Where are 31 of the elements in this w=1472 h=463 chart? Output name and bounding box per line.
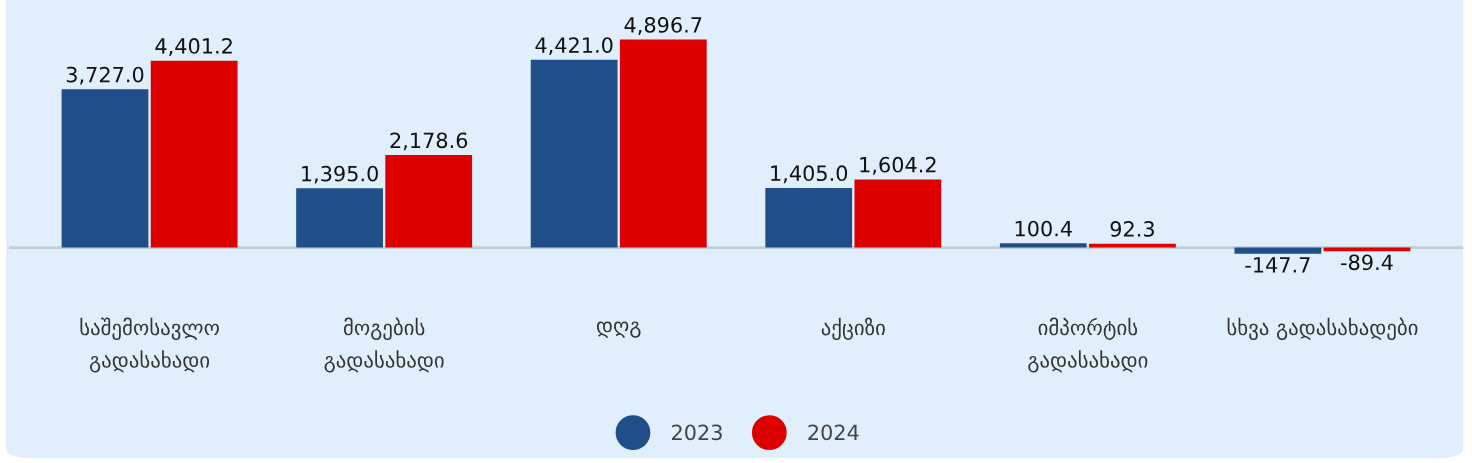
data-label: -89.4	[1341, 254, 1393, 271]
bar	[999, 243, 1087, 248]
data-label: 4,401.2	[155, 38, 232, 56]
legend-label: 2024	[808, 424, 859, 441]
data-label: 1,405.0	[771, 165, 848, 184]
data-label: 1,604.2	[860, 156, 936, 175]
bar	[854, 179, 942, 248]
bar	[619, 39, 707, 248]
bar	[150, 60, 238, 248]
x-tick-label: აქციზი	[821, 317, 885, 340]
x-tick-label: სხვა გადასახადები	[1227, 317, 1418, 340]
bar	[385, 155, 473, 248]
data-label: 4,421.0	[535, 37, 613, 56]
bar	[296, 188, 383, 248]
x-tick-label: დღგ	[596, 321, 641, 338]
data-label: -147.7	[1245, 257, 1310, 273]
data-label: 3,727.0	[66, 66, 144, 85]
bar	[1089, 243, 1176, 248]
x-tick-label: საშემოსავლო გადასახადი	[80, 317, 219, 373]
bar	[1234, 247, 1322, 254]
data-label: 100.4	[1015, 220, 1072, 237]
data-label: 2,178.6	[390, 132, 468, 151]
bar	[61, 89, 149, 248]
data-label: 92.3	[1110, 221, 1154, 237]
data-label: 1,395.0	[302, 165, 378, 184]
x-tick-label: მოგების გადასახადი	[324, 317, 444, 373]
bar	[765, 187, 853, 248]
data-label: 4,896.7	[624, 17, 702, 35]
x-tick-label: იმპორტის გადასახადი	[1028, 317, 1148, 373]
legend-label: 2023	[672, 424, 722, 441]
bar	[530, 59, 618, 248]
